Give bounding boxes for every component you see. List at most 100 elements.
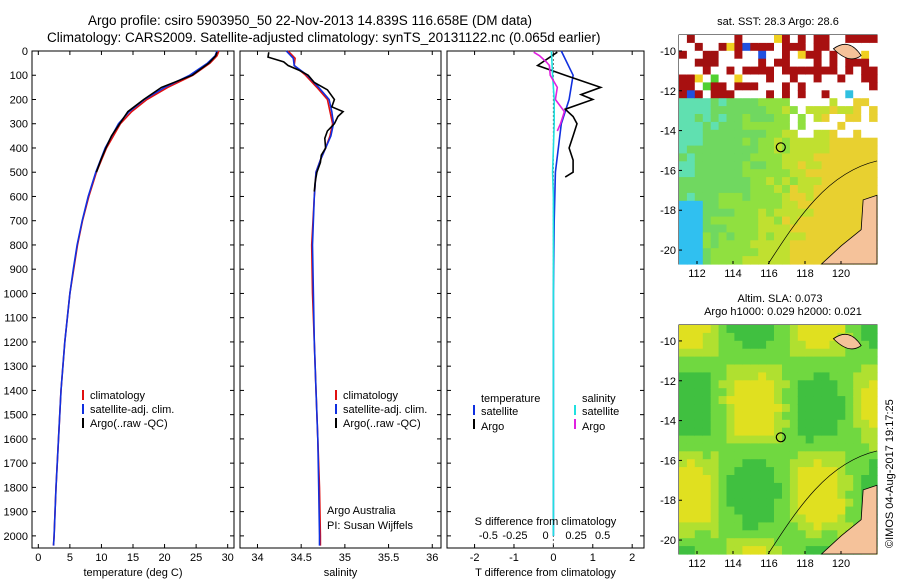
map-cell	[710, 169, 720, 178]
map-cell	[710, 82, 720, 91]
map-cell	[813, 66, 823, 76]
map-cell	[805, 388, 815, 397]
map-cell	[805, 58, 815, 68]
map-cell	[853, 514, 862, 523]
x-tick-label: 30	[222, 552, 234, 564]
map-cell	[734, 50, 743, 60]
map-cell	[774, 114, 783, 123]
map-cell	[861, 137, 870, 147]
map-cell	[797, 208, 807, 218]
map-cell	[710, 153, 720, 162]
map-cell	[726, 404, 735, 413]
map-cell	[774, 435, 783, 445]
map-cell	[766, 396, 775, 405]
map-cell	[837, 192, 846, 202]
map-cell	[694, 137, 704, 147]
map-cell	[718, 106, 728, 115]
map-cell	[861, 50, 870, 60]
map-cell	[742, 58, 751, 68]
map-cell	[789, 364, 799, 373]
map-cell	[853, 482, 862, 492]
map-cell	[805, 482, 815, 492]
map-y-tick-label: -20	[660, 245, 676, 257]
map-cell	[782, 340, 791, 350]
map-cell	[734, 467, 743, 476]
map-cell	[742, 256, 751, 265]
legend-label: satellite-adj. clim.	[90, 404, 174, 416]
map-cell	[726, 35, 735, 44]
map-cell	[805, 411, 815, 421]
map-cell	[869, 145, 878, 155]
map-cell	[861, 427, 870, 437]
map-cell	[774, 332, 783, 342]
map-cell	[702, 482, 712, 492]
map-cell	[789, 443, 799, 452]
map-cell	[726, 340, 735, 350]
map-cell	[766, 356, 775, 366]
map-cell	[718, 90, 728, 99]
map-cell	[797, 106, 807, 115]
map-cell	[821, 106, 831, 115]
map-cell	[758, 216, 767, 226]
map-cell	[726, 490, 735, 500]
credit-text: ©IMOS 04-Aug-2017 19:17:25	[884, 399, 896, 548]
map-cell	[869, 396, 878, 405]
map-cell	[813, 137, 823, 147]
map-cell	[766, 137, 775, 147]
map-cell	[805, 348, 815, 358]
map-cell	[845, 185, 854, 194]
map-cell	[782, 50, 791, 60]
map-cell	[853, 66, 862, 76]
map-cell	[742, 240, 751, 249]
map-cell	[805, 546, 815, 555]
map-cell	[734, 325, 743, 334]
map-cell	[679, 467, 688, 476]
map-cell	[845, 356, 854, 366]
map-cell	[821, 74, 831, 83]
map-cell	[694, 506, 704, 516]
map-cell	[869, 153, 878, 162]
map-cell	[766, 224, 775, 233]
map-cell	[726, 380, 735, 389]
map-cell	[750, 340, 759, 350]
map-cell	[766, 451, 775, 460]
map-cell	[758, 506, 767, 516]
map-cell	[679, 427, 688, 437]
map-cell	[774, 42, 783, 52]
x-tick-label: 35	[339, 552, 351, 564]
map-cell	[821, 530, 831, 539]
map-cell	[845, 106, 854, 115]
map-cell	[750, 530, 759, 539]
map-cell	[750, 224, 759, 233]
map-cell	[766, 161, 775, 170]
map-cell	[853, 114, 862, 123]
map-cell	[679, 137, 688, 147]
map-cell	[782, 185, 791, 194]
map-cell	[702, 192, 712, 202]
map-cell	[789, 419, 799, 429]
map-cell	[734, 153, 743, 162]
map-cell	[829, 364, 838, 373]
map-cell	[845, 388, 854, 397]
map-cell	[853, 161, 862, 170]
map-cell	[686, 192, 696, 202]
map-cell	[686, 522, 696, 531]
map-y-tick-label: -14	[660, 416, 676, 428]
depth-tick-label: 100	[10, 70, 28, 82]
map-cell	[742, 538, 751, 547]
map-cell	[782, 490, 791, 500]
map-cell	[845, 129, 854, 139]
map-cell	[853, 380, 862, 389]
map-cell	[797, 372, 807, 381]
map-cell	[861, 435, 870, 445]
map-cell	[686, 538, 696, 547]
map-cell	[782, 380, 791, 389]
map-cell	[774, 380, 783, 389]
map-cell	[694, 372, 704, 381]
x-axis-label: temperature (deg C)	[83, 567, 182, 579]
map-cell	[837, 35, 846, 44]
map-cell	[813, 248, 823, 257]
map-cell	[679, 546, 688, 555]
legend-label: climatology	[343, 390, 399, 402]
map-cell	[686, 256, 696, 265]
